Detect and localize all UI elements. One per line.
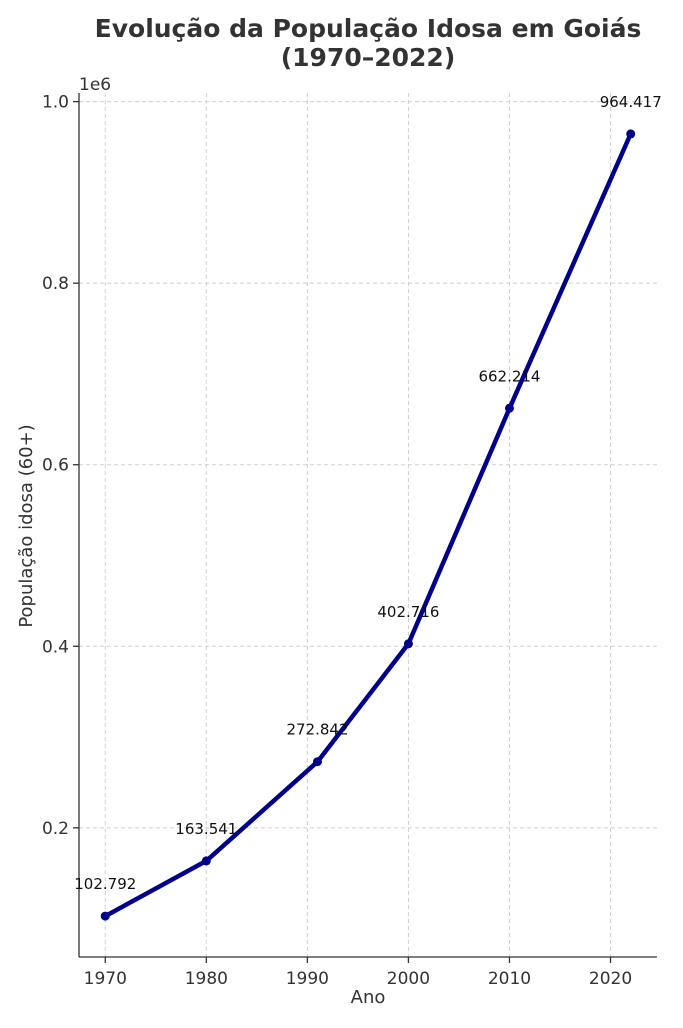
y-tick-label: 0.4	[42, 637, 69, 657]
y-tick-label: 0.6	[42, 456, 69, 476]
x-axis-label: Ano	[351, 987, 386, 1008]
x-tick-label: 2020	[589, 969, 632, 989]
data-point-label: 964.417	[600, 93, 662, 111]
chart-title-line-1: Evolução da População Idosa em Goiás	[95, 14, 642, 43]
chart-text: Evolução da População Idosa em Goiás (19…	[16, 14, 641, 1008]
data-labels: 102.792 163.541 272.842 402.716 662.214 964.4…	[74, 93, 661, 893]
grid	[79, 93, 657, 957]
data-point-marker	[504, 403, 514, 413]
x-tick-label: 1980	[185, 969, 228, 989]
series-line	[103, 131, 633, 919]
chart-title-line-2: (1970–2022)	[281, 43, 456, 72]
data-point-marker	[201, 856, 211, 866]
data-point-label: 163.541	[175, 820, 237, 838]
y-tick-label: 1.0	[42, 93, 69, 113]
x-tick-label: 1990	[286, 969, 329, 989]
data-point-label: 402.716	[377, 603, 439, 621]
series-line-group	[100, 129, 636, 921]
axes: 1970 1980 1990 2000 2010 2020 0.2 0.4 0.6 0.8 1.0	[42, 93, 657, 989]
y-tick-label: 0.8	[42, 274, 69, 294]
data-point-marker	[626, 129, 636, 139]
x-tick-label: 2000	[387, 969, 430, 989]
data-point-marker	[100, 911, 110, 921]
data-point-marker	[312, 757, 322, 767]
y-tick-label: 0.2	[42, 819, 69, 839]
data-point-label: 662.214	[478, 367, 540, 385]
data-point-label: 272.842	[286, 721, 348, 739]
y-axis-label: População idosa (60+)	[16, 424, 37, 627]
data-point-marker	[403, 639, 413, 649]
x-tick-label: 2010	[488, 969, 531, 989]
x-tick-label: 1970	[84, 969, 127, 989]
y-axis-multiplier: 1e6	[79, 75, 111, 95]
data-point-label: 102.792	[74, 875, 136, 893]
